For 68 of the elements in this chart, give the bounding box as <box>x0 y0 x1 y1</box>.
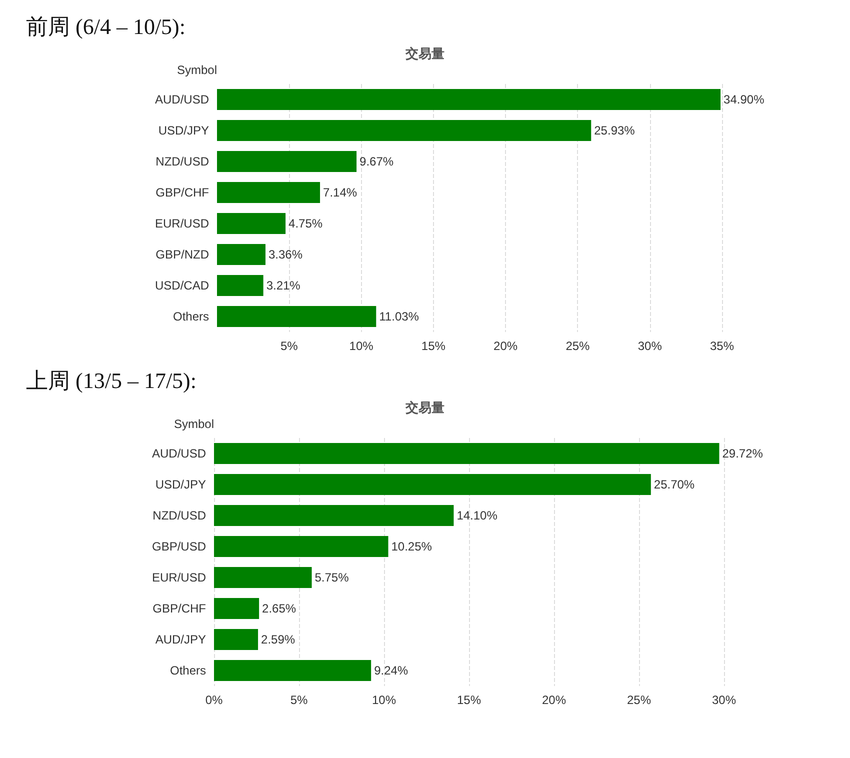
bar <box>214 566 312 588</box>
bar <box>217 274 264 296</box>
data-label: 5.75% <box>314 570 350 584</box>
data-label: 10.25% <box>391 540 432 554</box>
chart-subtitle: 交易量 <box>404 46 444 61</box>
bar <box>217 150 357 172</box>
data-label: 9.24% <box>374 664 408 678</box>
bar <box>217 120 592 142</box>
bar <box>217 88 721 110</box>
x-tick-label: 0% <box>205 693 223 707</box>
data-label: 7.14% <box>323 186 358 200</box>
x-tick-label: 25% <box>566 339 590 353</box>
data-label: 2.65% <box>262 602 296 616</box>
y-tick-label: Others <box>172 310 209 324</box>
x-tick-label: 10% <box>372 693 396 707</box>
data-label: 14.10% <box>456 508 498 522</box>
y-tick-label: GBP/CHF <box>152 602 206 616</box>
y-tick-label: USD/CAD <box>154 278 210 292</box>
x-tick-label: 15% <box>421 339 446 353</box>
y-axis-title: Symbol <box>176 63 217 77</box>
bar <box>214 660 372 682</box>
x-tick-label: 25% <box>626 693 652 707</box>
data-label: 29.72% <box>722 446 764 460</box>
data-label: 2.59% <box>261 632 296 646</box>
chart-title: 前周 (6/4 – 10/5): <box>25 13 186 41</box>
data-label: 3.36% <box>268 248 303 262</box>
x-tick-label: 10% <box>349 339 374 353</box>
bar <box>214 474 651 496</box>
y-tick-label: NZD/USD <box>152 508 206 522</box>
y-tick-label: EUR/USD <box>154 216 210 230</box>
x-tick-label: 30% <box>712 693 736 707</box>
chart-subtitle: 交易量 <box>404 400 444 415</box>
bar <box>217 212 286 234</box>
y-tick-label: NZD/USD <box>156 154 210 168</box>
x-tick-label: 5% <box>290 693 308 707</box>
y-tick-label: AUD/USD <box>154 92 210 106</box>
bar <box>214 536 388 558</box>
y-tick-label: USD/JPY <box>158 124 209 138</box>
bar <box>217 244 266 266</box>
x-tick-label: 5% <box>280 339 298 353</box>
y-tick-label: GBP/CHF <box>156 186 209 200</box>
y-tick-label: USD/JPY <box>155 478 206 492</box>
bar <box>214 442 720 464</box>
y-tick-label: AUD/USD <box>152 446 206 460</box>
bar <box>217 182 320 204</box>
bar <box>214 504 454 526</box>
data-label: 25.70% <box>654 478 695 492</box>
x-tick-label: 20% <box>494 339 518 353</box>
y-tick-label: GBP/NZD <box>156 248 210 262</box>
x-tick-label: 35% <box>710 339 734 353</box>
data-label: 3.21% <box>266 278 301 292</box>
x-tick-label: 30% <box>638 339 662 353</box>
data-label: 25.93% <box>594 124 636 138</box>
x-tick-label: 15% <box>456 693 482 707</box>
bar <box>214 628 258 650</box>
data-label: 11.03% <box>379 310 420 324</box>
y-tick-label: AUD/JPY <box>155 632 206 646</box>
y-axis-title: Symbol <box>174 417 214 431</box>
y-tick-label: EUR/USD <box>152 570 206 584</box>
bar <box>214 598 260 620</box>
x-tick-label: 20% <box>542 693 566 707</box>
data-label: 9.67% <box>360 154 394 168</box>
y-tick-label: Others <box>170 664 206 678</box>
y-tick-label: GBP/USD <box>152 540 206 554</box>
data-label: 34.90% <box>724 92 765 106</box>
chart-title: 上周 (13/5 – 17/5): <box>25 367 198 395</box>
data-label: 4.75% <box>288 216 323 230</box>
bar <box>217 306 376 328</box>
